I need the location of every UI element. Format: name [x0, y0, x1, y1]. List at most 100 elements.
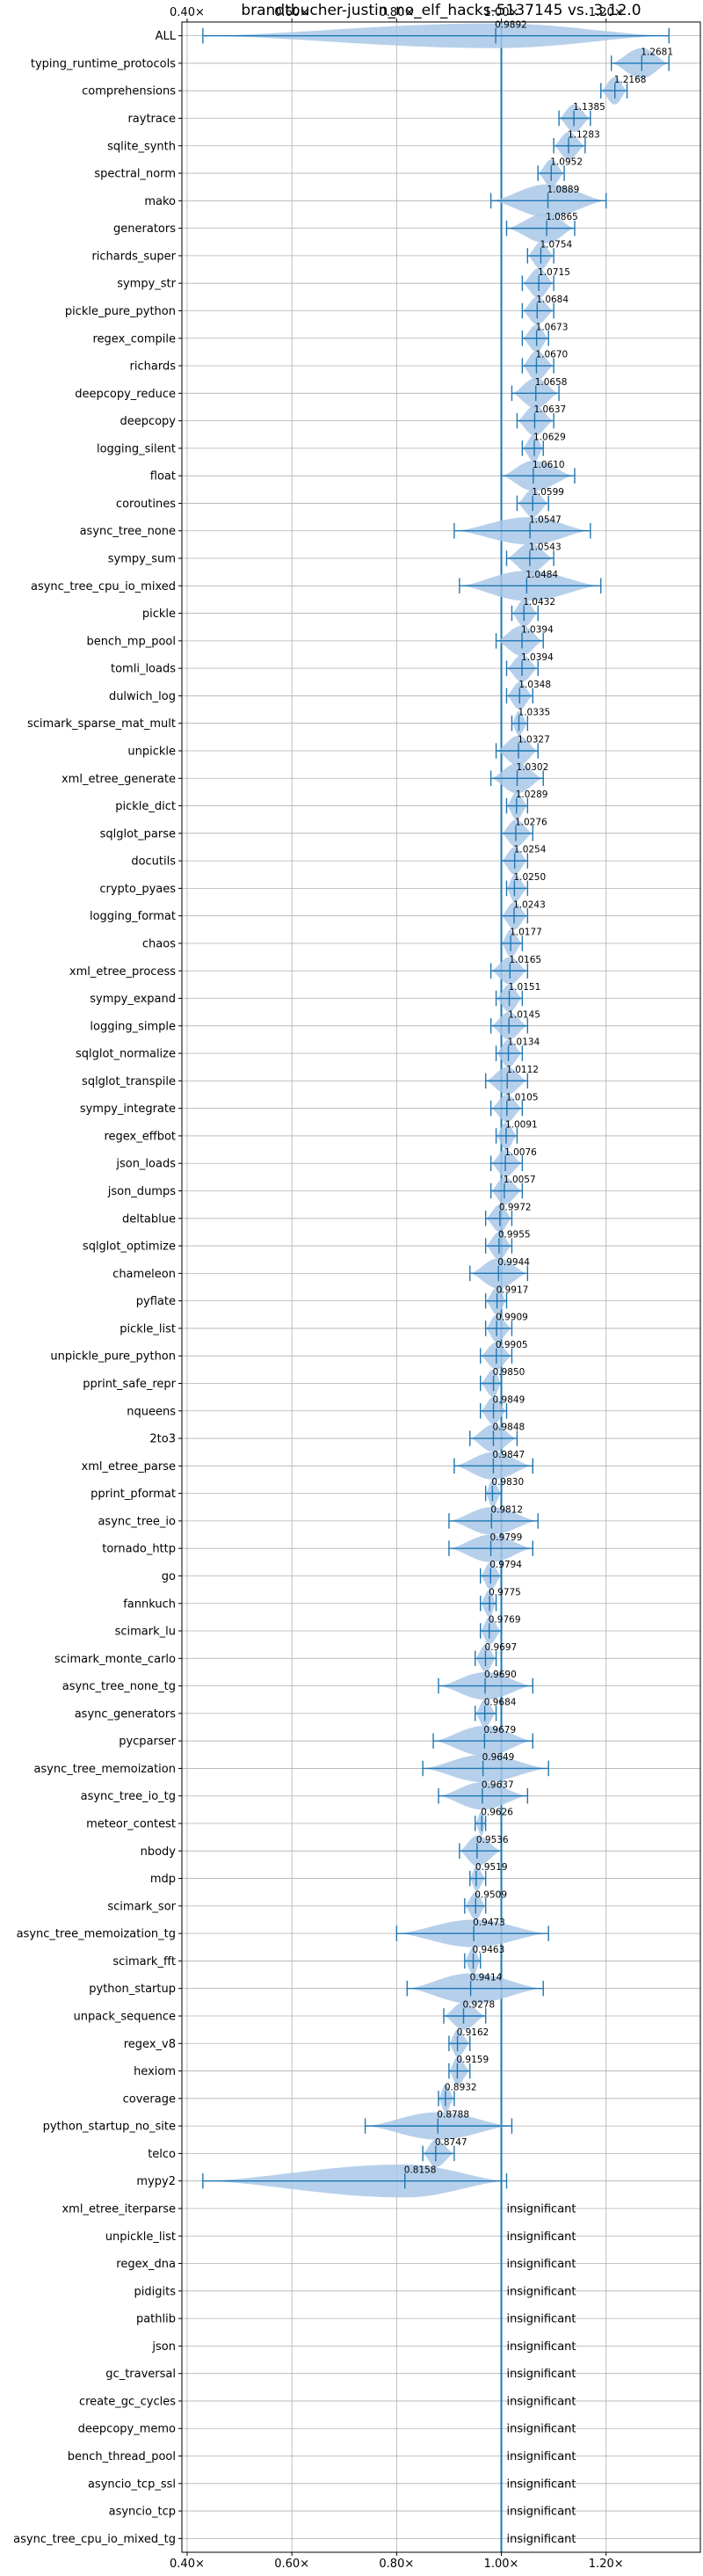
- value-label: 0.9626: [481, 1808, 513, 1818]
- category-label: async_tree_memoization_tg: [17, 1928, 176, 1941]
- category-label: scimark_lu: [115, 1626, 176, 1639]
- value-label: 0.9849: [493, 1394, 525, 1405]
- category-label: deepcopy_reduce: [75, 388, 176, 401]
- category-label: docutils: [131, 855, 176, 869]
- category-label: chameleon: [112, 1268, 176, 1281]
- label-layer: 0.9892 1.2681 1.2168 1.1385 1.1283 1.0952 1.08…: [404, 19, 673, 2546]
- value-label: 1.0348: [518, 680, 551, 690]
- value-label: 0.9684: [484, 1697, 517, 1707]
- category-label: comprehensions: [82, 85, 176, 98]
- category-label: go: [162, 1570, 176, 1583]
- x-tick-label-top: 0.40×: [170, 6, 205, 19]
- value-label: 0.9972: [499, 1202, 532, 1212]
- category-label: logging_simple: [90, 1020, 176, 1033]
- category-label: float: [150, 470, 176, 484]
- value-label: 1.0599: [532, 487, 564, 498]
- category-label: telco: [148, 2148, 176, 2161]
- category-label: richards: [130, 360, 177, 374]
- category-label: dulwich_log: [109, 690, 176, 703]
- value-label: 0.9812: [490, 1505, 523, 1516]
- category-label: async_generators: [75, 1707, 177, 1721]
- category-label: json_loads: [115, 1158, 176, 1171]
- category-label: deepcopy: [120, 415, 176, 428]
- value-label: 1.0254: [514, 845, 547, 855]
- value-label: 1.2168: [614, 75, 647, 85]
- value-label: 1.1283: [568, 129, 600, 140]
- insignificant-label: insignificant: [507, 2478, 576, 2491]
- value-label: 0.9463: [473, 1945, 505, 1955]
- category-label: regex_compile: [92, 332, 176, 346]
- value-label: 0.9637: [482, 1779, 514, 1790]
- category-label: unpickle: [127, 745, 176, 758]
- value-label: 0.9848: [492, 1423, 525, 1433]
- category-label: raytrace: [127, 113, 176, 126]
- insignificant-label: insignificant: [507, 2258, 576, 2271]
- category-label: sqlglot_parse: [100, 827, 176, 840]
- category-label: pickle: [142, 608, 176, 621]
- value-label: 0.9955: [498, 1230, 531, 1241]
- value-label: 0.9519: [475, 1862, 508, 1873]
- category-label: hexiom: [134, 2065, 176, 2078]
- category-label: tornado_http: [102, 1543, 176, 1556]
- value-label: 0.8932: [445, 2082, 477, 2092]
- category-label: scimark_fft: [112, 1955, 176, 1968]
- category-label: asyncio_tcp_ssl: [88, 2478, 176, 2491]
- category-label: bench_thread_pool: [68, 2450, 176, 2463]
- value-label: 1.0057: [504, 1175, 536, 1185]
- category-label: async_tree_cpu_io_mixed_tg: [13, 2533, 176, 2546]
- value-label: 1.0145: [508, 1009, 540, 1020]
- category-label: sqlglot_optimize: [83, 1241, 176, 1254]
- x-tick-label-top: 0.80×: [379, 6, 414, 19]
- category-label: sympy_integrate: [80, 1102, 176, 1116]
- category-label: unpack_sequence: [73, 2010, 176, 2023]
- category-label: pickle_list: [120, 1322, 176, 1335]
- category-label: pycparser: [119, 1736, 176, 1749]
- category-label: mypy2: [136, 2175, 176, 2188]
- value-label: 1.0289: [516, 790, 548, 800]
- category-label: sqlglot_normalize: [76, 1048, 176, 1061]
- value-label: 1.0670: [535, 350, 568, 360]
- category-label: asyncio_tcp: [109, 2506, 176, 2519]
- value-label: 1.0629: [533, 432, 566, 442]
- chart-title: brandtbucher-justin_no_elf_hacks-5137145…: [241, 2, 641, 19]
- category-label: deepcopy_memo: [78, 2423, 176, 2436]
- category-label: async_tree_io: [98, 1515, 176, 1528]
- category-label: async_tree_io_tg: [81, 1790, 176, 1803]
- value-label: 1.0715: [538, 267, 570, 278]
- insignificant-label: insignificant: [507, 2313, 576, 2326]
- insignificant-label: insignificant: [507, 2340, 576, 2354]
- value-label: 0.9799: [490, 1532, 523, 1543]
- violin-layer: [202, 23, 670, 2198]
- category-label: python_startup: [89, 1983, 176, 1996]
- value-label: 0.9850: [493, 1367, 525, 1378]
- value-label: 0.9414: [470, 1972, 503, 1983]
- value-label: 1.0952: [550, 157, 583, 168]
- category-label: sqlglot_transpile: [82, 1075, 176, 1088]
- value-label: 1.0865: [546, 212, 578, 222]
- value-label: 0.9162: [457, 2027, 489, 2038]
- category-label: meteor_contest: [86, 1818, 176, 1831]
- value-label: 1.0177: [510, 928, 542, 938]
- value-label: 0.9473: [473, 1917, 505, 1928]
- value-label: 1.0250: [513, 872, 546, 883]
- x-tick-label-bottom: 1.00×: [484, 2558, 519, 2571]
- category-label: fannkuch: [123, 1597, 176, 1611]
- value-label: 0.9892: [495, 19, 527, 30]
- category-label: nqueens: [127, 1405, 176, 1418]
- category-label: regex_v8: [124, 2038, 176, 2051]
- insignificant-label: insignificant: [507, 2423, 576, 2436]
- category-label: deltablue: [122, 1212, 176, 1226]
- category-label: sympy_str: [117, 278, 176, 291]
- value-label: 1.1385: [573, 102, 605, 113]
- x-tick-label-bottom: 0.40×: [170, 2558, 205, 2571]
- category-label: generators: [113, 222, 176, 236]
- category-label: coverage: [123, 2092, 176, 2106]
- value-label: 1.0335: [518, 707, 551, 717]
- category-label: unpickle_list: [105, 2230, 176, 2244]
- value-label: 1.0112: [506, 1065, 539, 1075]
- category-label: chaos: [142, 937, 176, 950]
- category-label: xml_etree_generate: [62, 773, 176, 786]
- value-label: 0.9697: [484, 1642, 517, 1653]
- value-label: 0.9769: [489, 1615, 521, 1626]
- value-label: 0.9690: [484, 1670, 517, 1680]
